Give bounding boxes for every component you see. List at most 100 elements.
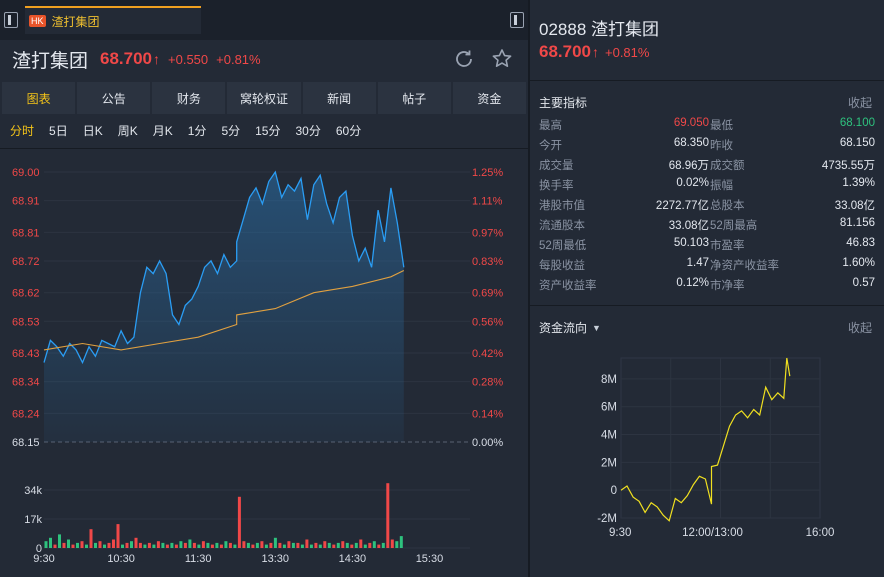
- fund-flow-header[interactable]: 资金流向 ▼: [539, 319, 601, 336]
- tab-chart[interactable]: 图表: [2, 82, 76, 114]
- quote-title: 02888 渣打集团: [539, 15, 659, 40]
- volume-bar: [156, 541, 160, 548]
- volume-bar: [386, 483, 390, 548]
- y-tick-label: 68.34: [12, 377, 40, 389]
- indicator-label: 成交额: [710, 160, 745, 172]
- period-month-k[interactable]: 月K: [152, 124, 173, 138]
- period-intraday[interactable]: 分时: [10, 124, 35, 138]
- volume-bar: [121, 544, 124, 548]
- period-30m[interactable]: 30分: [295, 124, 321, 138]
- y-tick-label: 68.62: [12, 288, 40, 300]
- volume-bar: [318, 544, 322, 548]
- volume-bar: [197, 544, 201, 548]
- indicator-row: 今开 68.350 昨收 68.150: [539, 137, 879, 157]
- flow-y-tick-label: 2M: [601, 457, 617, 469]
- quote-panel: 02888 渣打集团 68.700 ↑ +0.81% 主要指标 收起 最高 69.…: [530, 0, 884, 577]
- intraday-chart[interactable]: 69.00 1.25% 68.91 1.11% 68.81 0.97% 68.72 0.83%…: [0, 150, 528, 577]
- divider: [530, 80, 884, 81]
- panel-toggle-icon[interactable]: [510, 12, 524, 28]
- indicator-value: 0.02%: [676, 177, 709, 189]
- section-tabs: 图表 公告 财务 窝轮权证 新闻 帖子 资金: [2, 82, 526, 114]
- indicator-value: 50.103: [673, 237, 709, 249]
- star-icon[interactable]: [490, 47, 514, 71]
- volume-bar: [134, 537, 138, 548]
- indicators-collapse[interactable]: 收起: [847, 96, 872, 110]
- tab-bar: HK 渣打集团: [0, 0, 528, 40]
- volume-bar: [264, 544, 268, 548]
- volume-bar: [170, 542, 174, 548]
- indicator-label: 昨收: [710, 140, 733, 152]
- tab-capital[interactable]: 资金: [452, 82, 526, 114]
- volume-bar: [359, 539, 363, 548]
- stock-chart-panel: HK 渣打集团 渣打集团 68.700 ↑ +0.550 +0.81% 图表 公…: [0, 0, 528, 577]
- fund-flow-collapse[interactable]: 收起: [847, 321, 872, 335]
- volume-bar: [233, 544, 237, 548]
- panel-divider[interactable]: [528, 0, 530, 577]
- volume-bar: [399, 536, 403, 548]
- volume-bar: [242, 541, 246, 548]
- price-change-pct: +0.81%: [216, 51, 261, 67]
- tab-announcements[interactable]: 公告: [77, 82, 151, 114]
- indicator-value: 2272.77亿: [655, 200, 709, 212]
- volume-bar: [161, 542, 165, 548]
- y-tick-label: 68.81: [12, 227, 40, 239]
- volume-bar: [138, 542, 142, 548]
- refresh-icon[interactable]: [452, 47, 476, 71]
- volume-bar: [192, 542, 196, 548]
- volume-bar: [300, 544, 304, 548]
- period-15m[interactable]: 15分: [255, 124, 281, 138]
- up-arrow-icon: ↑: [592, 44, 599, 60]
- volume-bar: [201, 541, 205, 548]
- indicator-label: 最低: [710, 120, 733, 132]
- volume-bar: [255, 542, 259, 548]
- indicator-value: 33.08亿: [834, 200, 875, 212]
- panel-toggle-icon[interactable]: [4, 12, 18, 28]
- indicator-label: 52周最高: [710, 220, 758, 232]
- volume-bar: [130, 541, 133, 548]
- indicator-value: 4735.55万: [821, 160, 875, 172]
- tab-warrants[interactable]: 窝轮权证: [227, 82, 301, 114]
- period-day-k[interactable]: 日K: [82, 124, 103, 138]
- indicator-label: 换手率: [539, 180, 574, 192]
- stock-name: 渣打集团: [591, 20, 660, 39]
- period-1m[interactable]: 1分: [187, 124, 207, 138]
- x-tick-label: 10:30: [107, 553, 135, 565]
- y-tick-pct-label: 0.97%: [472, 227, 503, 239]
- indicator-value: 68.350: [673, 137, 709, 149]
- volume-bar: [296, 542, 300, 548]
- x-tick-label: 13:30: [262, 553, 290, 565]
- period-week-k[interactable]: 周K: [117, 124, 138, 138]
- volume-bar: [305, 539, 309, 548]
- volume-bar: [112, 539, 115, 548]
- volume-bar: [89, 529, 93, 548]
- indicator-value: 0.12%: [676, 277, 709, 289]
- period-5m[interactable]: 5分: [221, 124, 241, 138]
- volume-bar: [224, 541, 228, 548]
- price-change: +0.550: [168, 51, 209, 67]
- volume-bar: [215, 542, 219, 548]
- volume-bar: [332, 544, 336, 548]
- volume-bar: [228, 542, 232, 548]
- indicator-label: 港股市值: [539, 200, 585, 212]
- y-tick-pct-label: 0.14%: [472, 408, 503, 420]
- tab-financials[interactable]: 财务: [152, 82, 226, 114]
- indicator-label: 总股本: [710, 200, 745, 212]
- period-5d[interactable]: 5日: [49, 124, 68, 138]
- volume-bar: [309, 544, 313, 548]
- tab-stock[interactable]: HK 渣打集团: [25, 6, 201, 34]
- flow-x-tick-label: 9:30: [609, 527, 631, 539]
- fund-flow-chart: 8M 6M 4M 2M 0 -2M 9:30 12:00/13:00 16:00: [597, 357, 834, 539]
- quote-price-row: 68.700 ↑ +0.81%: [539, 42, 649, 62]
- flow-x-tick-label: 12:00/13:00: [682, 527, 743, 539]
- volume-tick-label: 0: [36, 543, 42, 555]
- period-60m[interactable]: 60分: [335, 124, 362, 138]
- volume-bar: [363, 544, 367, 548]
- volume-bar: [49, 537, 52, 548]
- volume-bar: [183, 542, 187, 548]
- tab-news[interactable]: 新闻: [302, 82, 376, 114]
- volume-bar: [336, 542, 340, 548]
- tab-posts[interactable]: 帖子: [377, 82, 451, 114]
- volume-bar: [103, 544, 106, 548]
- indicator-value: 68.150: [839, 137, 875, 149]
- y-tick-label: 68.72: [12, 256, 40, 268]
